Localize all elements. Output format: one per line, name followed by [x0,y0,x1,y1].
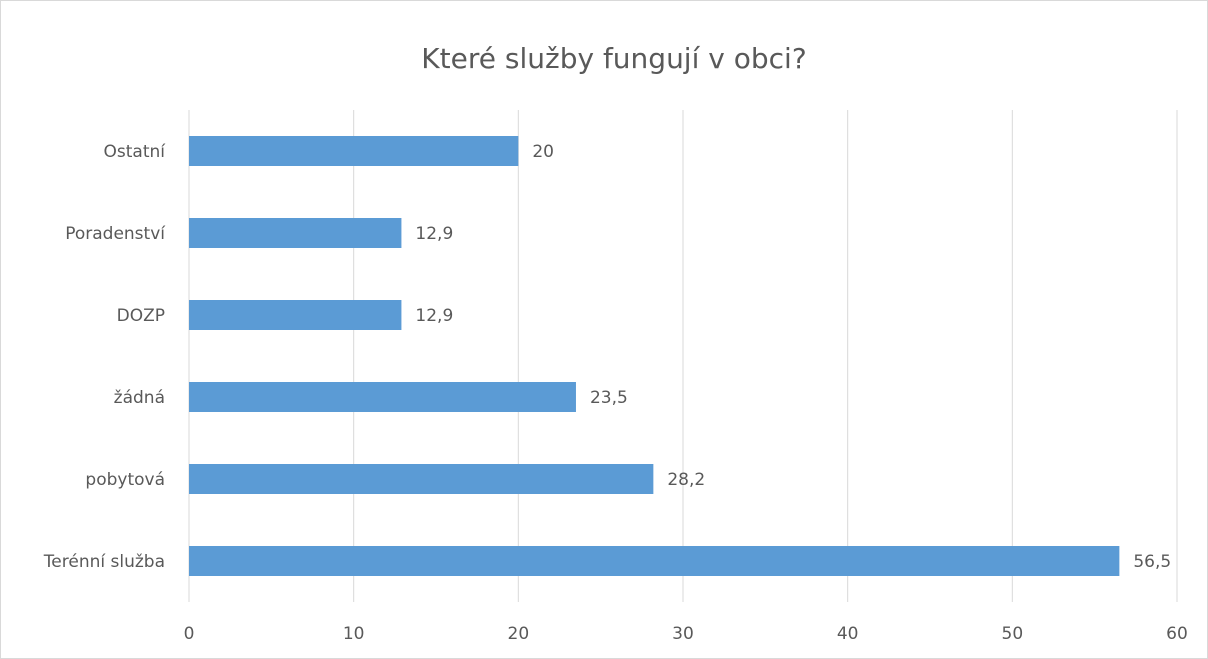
x-tick-label: 0 [184,624,195,644]
x-tick-label: 30 [672,624,694,644]
y-tick-label: žádná [114,388,165,408]
y-tick-label: Poradenství [65,224,166,244]
x-tick-label: 20 [508,624,530,644]
y-tick-label: DOZP [117,306,165,326]
data-label: 23,5 [590,388,628,408]
data-label: 28,2 [667,470,705,490]
x-tick-label: 10 [343,624,365,644]
chart-title: Které služby fungují v obci? [421,42,806,75]
bar [189,382,576,412]
x-tick-label: 50 [1002,624,1024,644]
data-label: 12,9 [415,306,453,326]
bar [189,300,402,330]
bar [189,218,402,248]
bar [189,546,1120,576]
y-tick-label: pobytová [85,470,165,490]
bar [189,136,519,166]
data-label: 12,9 [415,224,453,244]
x-tick-label: 40 [837,624,859,644]
y-tick-label: Terénní služba [43,552,165,572]
y-tick-label: Ostatní [104,142,167,162]
data-label: 56,5 [1133,552,1171,572]
x-tick-label: 60 [1166,624,1188,644]
bar [189,464,654,494]
data-label: 20 [532,142,554,162]
